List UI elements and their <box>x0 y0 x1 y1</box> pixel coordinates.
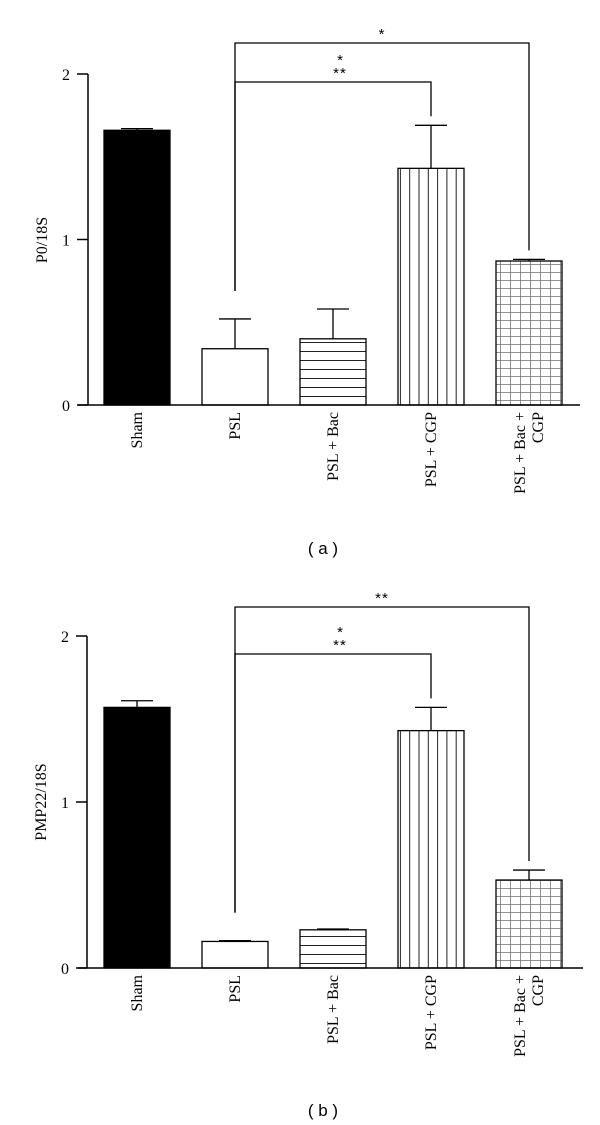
bar-psl-cgp <box>397 167 465 406</box>
x-category-label: PSL <box>227 975 244 1003</box>
bar-psl-bac-cgp <box>495 260 563 406</box>
x-category-label: CGP <box>530 412 547 443</box>
chart-panel-b: 0 1 2 PMP22/18S Sham PSL PSL + Bac PSL + CGP PSL… <box>33 590 583 1120</box>
y-axis-title: PMP22/18S <box>33 763 50 840</box>
x-category-label: PSL + Bac + <box>512 412 529 494</box>
bar-sham <box>103 706 171 969</box>
bar-psl-bac <box>299 929 367 969</box>
panel-caption: ( b ) <box>308 1101 338 1120</box>
significance-marker: ** <box>375 590 389 607</box>
bar-psl-bac-cgp <box>495 879 563 969</box>
x-category-label: PSL + Bac <box>325 975 342 1044</box>
bar-sham <box>103 129 171 406</box>
y-tick-label: 0 <box>62 398 70 415</box>
bar-psl-cgp <box>397 729 465 969</box>
significance-marker: * <box>337 624 343 641</box>
x-category-label: PSL <box>227 412 244 440</box>
bar-psl-bac <box>299 338 367 406</box>
significance-bracket <box>234 42 530 291</box>
y-tick-label: 1 <box>62 233 70 250</box>
significance-marker: ** <box>333 65 347 82</box>
y-tick-label: 2 <box>61 629 69 646</box>
significance-marker: * <box>379 26 386 43</box>
x-category-label: Sham <box>129 411 146 448</box>
y-tick-label: 1 <box>61 795 69 812</box>
x-category-label: PSL + CGP <box>423 975 440 1050</box>
panel-caption: ( a ) <box>308 539 338 558</box>
significance-bracket <box>234 606 530 913</box>
x-category-label: CGP <box>530 975 547 1006</box>
significance-marker: ** <box>333 637 347 654</box>
x-category-label: PSL + Bac + <box>512 975 529 1057</box>
bar-psl <box>201 348 269 406</box>
x-category-label: PSL + CGP <box>423 412 440 487</box>
bar-psl <box>201 940 269 969</box>
significance-marker: * <box>337 52 343 69</box>
x-category-label: Sham <box>129 974 146 1011</box>
y-tick-label: 2 <box>62 67 70 84</box>
chart-panel-a: 0 1 2 P0/18S Sham PSL PSL + Bac PSL + CGP PSL + … <box>34 26 580 558</box>
y-axis-title: P0/18S <box>34 217 51 263</box>
x-category-label: PSL + Bac <box>325 412 342 481</box>
y-tick-label: 0 <box>61 961 69 978</box>
